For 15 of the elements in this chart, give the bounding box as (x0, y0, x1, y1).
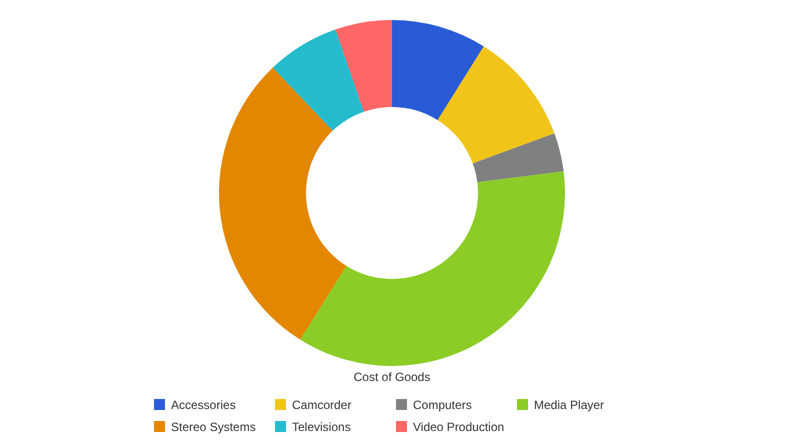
donut-slice (438, 46, 554, 164)
donut-slice (392, 20, 484, 120)
text: Cost of Goods (354, 370, 430, 384)
donut-slice (472, 133, 564, 182)
donut-slice (219, 68, 346, 340)
legend-label: Televisions (292, 420, 351, 434)
legend-label: Video Production (413, 420, 504, 434)
legend-label: Media Player (534, 398, 604, 412)
donut-slice (335, 20, 392, 112)
legend-label: Camcorder (292, 398, 352, 412)
legend-label: Stereo Systems (171, 420, 256, 434)
donut-slice (272, 30, 364, 131)
legend-label: Computers (413, 398, 472, 412)
legend-label: Accessories (171, 398, 236, 412)
donut-slice (300, 171, 565, 366)
